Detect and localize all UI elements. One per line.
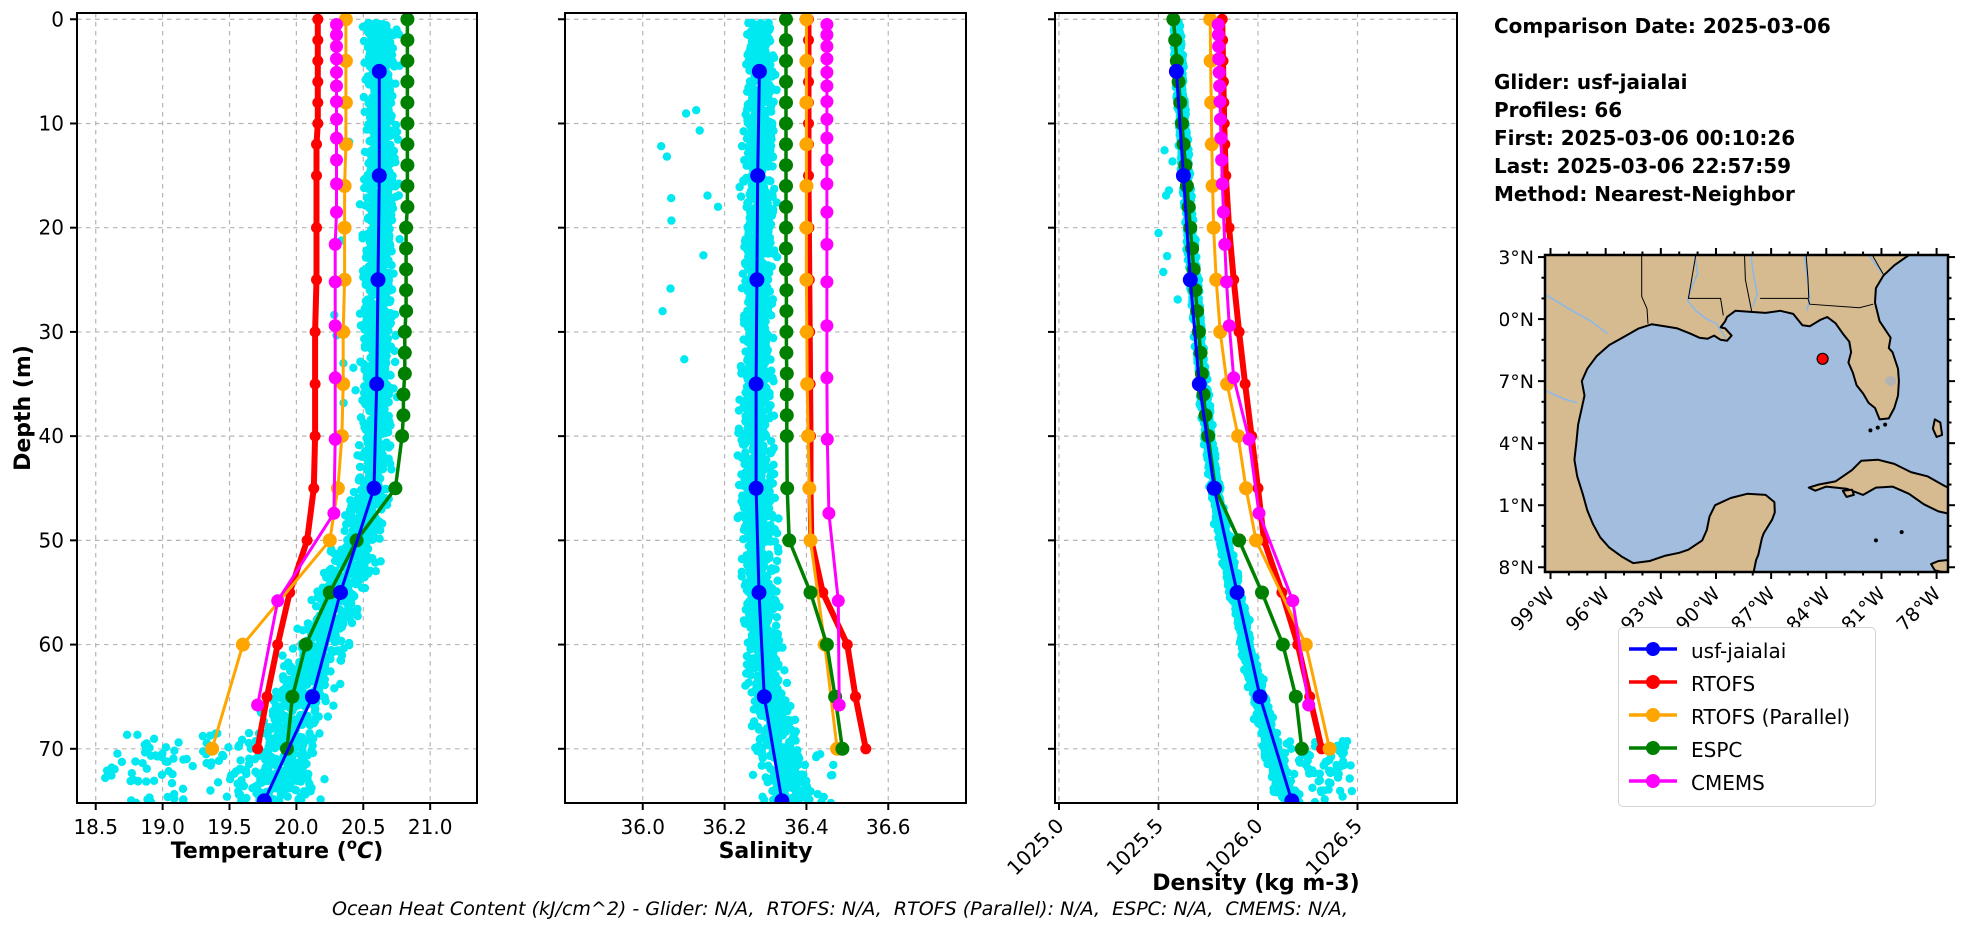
map-lat-tick-label: 21°N [1500,495,1534,517]
svg-text:20.0: 20.0 [274,815,319,839]
info-line-first: First: 2025-03-06 00:10:26 [1494,126,1796,150]
series-usf-jaialai [1168,63,1300,803]
legend-item-espc: ESPC [1627,734,1875,766]
salinity-plot: 36.0 36.2 36.4 36.6 Salinity [558,12,967,864]
series-usf-jaialai [748,63,790,803]
series-rtofs-parallel- [205,13,353,756]
salinity-axis-label: Salinity [719,839,813,864]
line-marker-swatch [1627,772,1679,794]
info-line-profiles: Profiles: 66 [1494,98,1623,122]
legend-label: usf-jaialai [1691,638,1787,663]
svg-text:36.6: 36.6 [866,815,911,839]
svg-text:10: 10 [39,111,64,135]
location-map: 33°N30°N27°N24°N21°N18°N99°W96°W93°W90°W… [1500,247,1955,636]
density-axis-label: Density (kg m-3) [1152,871,1360,896]
state-border [1760,297,1874,309]
legend-item-rtofs: RTOFS [1627,668,1875,700]
svg-text:70: 70 [39,737,64,761]
river [1545,293,1608,335]
small-island [1883,422,1888,427]
state-border [1744,255,1753,312]
river [1545,389,1578,404]
legend-label: RTOFS (Parallel) [1691,704,1851,729]
temperature-plot: 18.5 19.0 19.5 20.0 20.5 21.0 0 10 20 30 40 50 60 70 T… [11,7,478,864]
info-panel: Comparison Date: 2025-03-06 Glider: usf-… [1494,12,1831,208]
comparison-date: Comparison Date: 2025-03-06 [1494,14,1831,38]
landmass [1545,255,1910,572]
landmass [1930,559,1948,572]
state-border [1641,255,1649,324]
legend-item-rtofs-parallel: RTOFS (Parallel) [1627,701,1875,733]
map-lon-tick-label: 78°W [1892,583,1945,636]
map-lat-tick-label: 33°N [1500,247,1534,269]
svg-text:36.0: 36.0 [620,815,665,839]
state-border [1805,255,1810,299]
legend-item-usf-jaialai: usf-jaialai [1627,635,1875,667]
map-lon-tick-label: 96°W [1562,583,1615,636]
svg-text:18.5: 18.5 [73,815,118,839]
series-usf-jaialai [256,63,387,803]
svg-text:0: 0 [51,7,64,31]
map-lon-tick-label: 99°W [1506,583,1559,636]
svg-text:50: 50 [39,528,64,552]
landmass [1841,488,1855,498]
map-lat-tick-label: 27°N [1500,371,1534,393]
svg-text:30: 30 [39,320,64,344]
temperature-axis-label: Temperature (oC) [171,835,384,864]
small-island [1868,428,1873,433]
state-border [1871,255,1885,276]
lake-okeechobee [1885,376,1897,387]
series-rtofs [252,13,324,755]
state-border [1687,255,1724,316]
landmass [1807,458,1948,515]
svg-text:19.5: 19.5 [207,815,252,839]
glider-location-marker [1816,352,1829,365]
legend-label: CMEMS [1691,771,1765,796]
series-espc [779,13,850,756]
series-espc [280,13,415,756]
legend-label: RTOFS [1691,671,1756,696]
line-marker-swatch [1627,673,1679,695]
line-marker-swatch [1627,739,1679,761]
river [1867,255,1884,276]
ocean-heat-content-footer: Ocean Heat Content (kJ/cm^2) - Glider: N… [332,898,1348,920]
series-rtofs-parallel- [799,13,845,756]
line-marker-swatch [1627,706,1679,728]
info-line-last: Last: 2025-03-06 22:57:59 [1494,154,1792,178]
small-island [1873,538,1878,543]
svg-text:21.0: 21.0 [408,815,453,839]
svg-text:19.0: 19.0 [140,815,185,839]
small-island [1875,425,1880,430]
series-cmems [820,18,846,712]
info-line-method: Method: Nearest-Neighbor [1494,182,1795,206]
landmass [1931,418,1944,438]
map-lat-tick-label: 18°N [1500,557,1534,579]
river [1750,255,1759,307]
map-lat-tick-label: 30°N [1500,309,1534,331]
legend: usf-jaialai RTOFS RTOFS (Parallel) ESPC … [1618,627,1876,807]
map-lat-tick-label: 24°N [1500,433,1534,455]
svg-text:60: 60 [39,633,64,657]
river [1686,255,1727,340]
small-island [1899,530,1904,535]
glider-raw-points [101,18,404,803]
legend-label: ESPC [1691,738,1743,763]
series-cmems [251,18,343,712]
svg-text:36.2: 36.2 [702,815,747,839]
info-line-glider: Glider: usf-jaialai [1494,70,1688,94]
legend-item-cmems: CMEMS [1627,767,1875,799]
line-marker-swatch [1627,640,1679,662]
svg-text:20: 20 [39,216,64,240]
depth-axis-label: Depth (m) [11,345,36,471]
svg-text:20.5: 20.5 [341,815,386,839]
svg-text:36.4: 36.4 [784,815,829,839]
svg-text:40: 40 [39,424,64,448]
series-cmems [1211,18,1316,712]
